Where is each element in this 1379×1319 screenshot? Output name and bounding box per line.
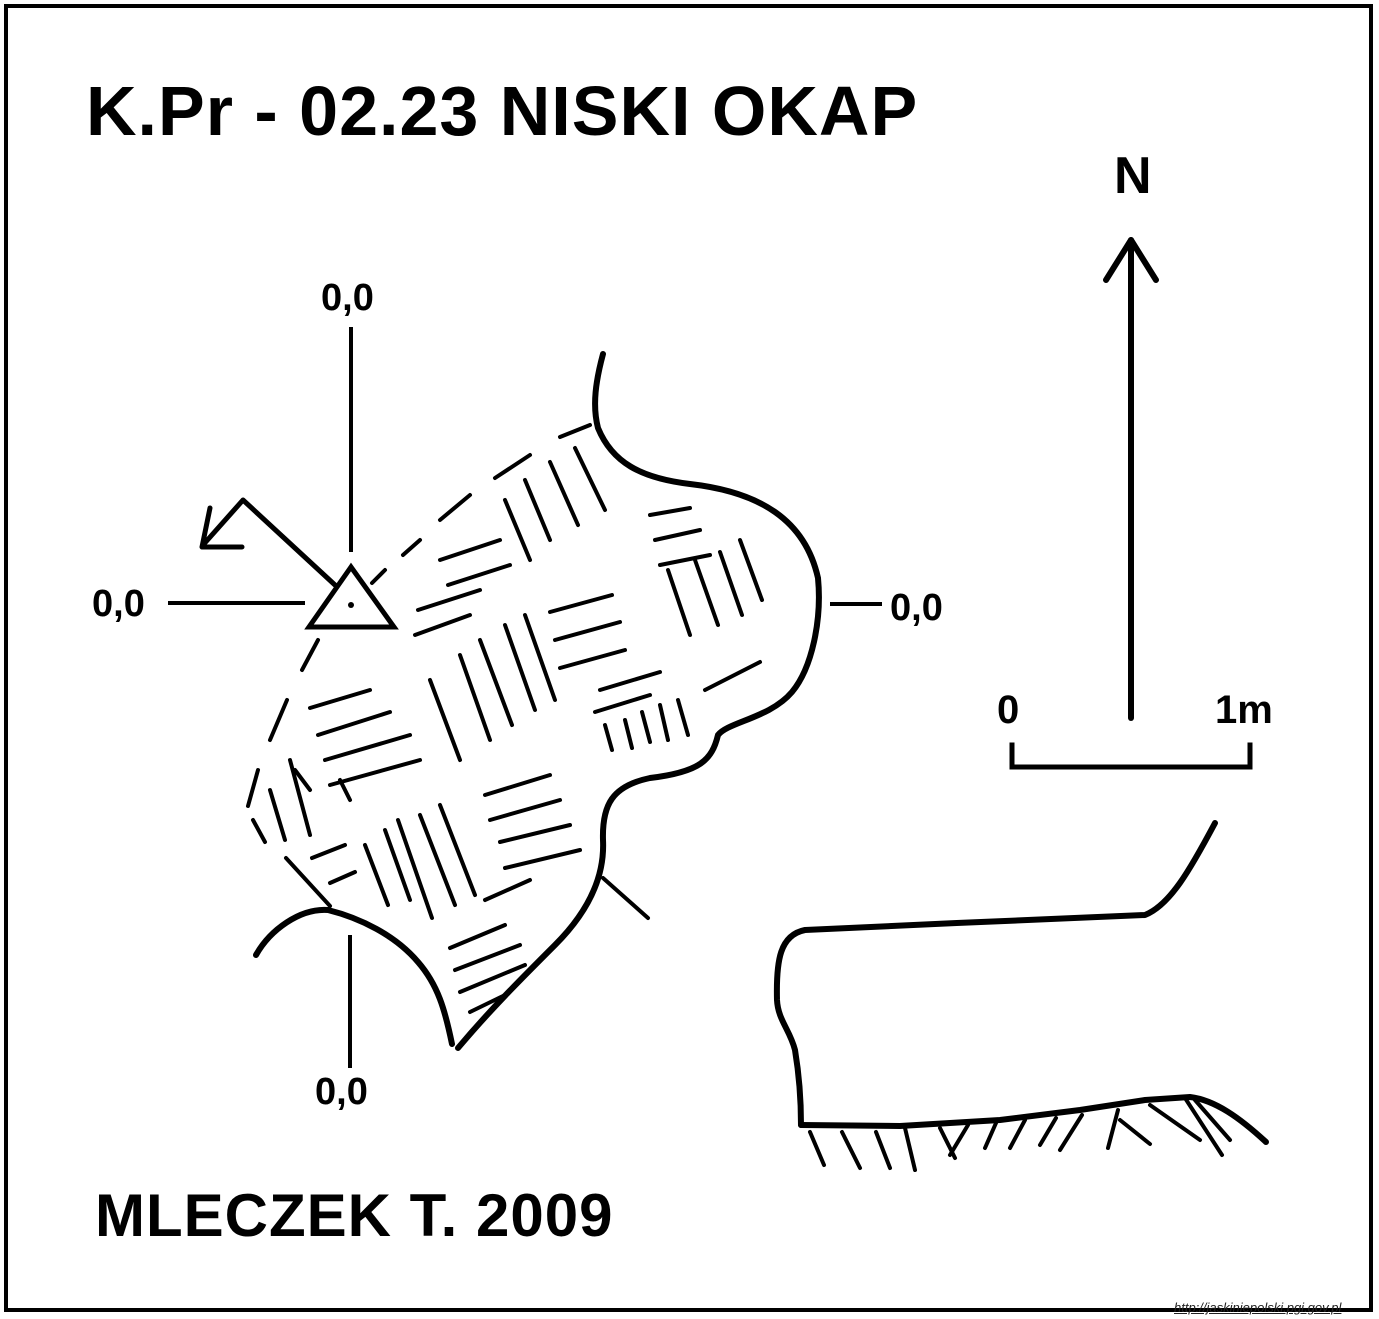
source-link[interactable]: http://jaskiniepolski.pgi.gov.pl bbox=[1174, 1300, 1342, 1315]
point-value-right: 0,0 bbox=[890, 587, 943, 629]
floor-hatching bbox=[268, 446, 764, 1014]
cross-section-profile bbox=[773, 820, 1269, 1145]
cave-wall-spur-left bbox=[284, 856, 332, 908]
map-border bbox=[4, 4, 1373, 1312]
point-value-bottom: 0,0 bbox=[315, 1071, 368, 1113]
cave-wall-south-west bbox=[253, 906, 455, 1047]
north-arrow-icon bbox=[1103, 237, 1159, 721]
scale-start-label: 0 bbox=[997, 688, 1020, 732]
scale-bar bbox=[1009, 742, 1253, 770]
survey-station-triangle-icon bbox=[304, 562, 399, 630]
north-label: N bbox=[1114, 147, 1152, 205]
cave-wall-spur bbox=[601, 876, 650, 920]
direction-arrow-icon bbox=[199, 497, 338, 588]
cave-wall-north-east bbox=[455, 351, 822, 1051]
point-value-top: 0,0 bbox=[321, 277, 374, 319]
author-credit: MLECZEK T. 2009 bbox=[95, 1182, 614, 1249]
map-title: K.Pr - 02.23 NISKI OKAP bbox=[86, 72, 919, 150]
scale-end-label: 1m bbox=[1215, 688, 1273, 732]
point-value-left: 0,0 bbox=[92, 583, 145, 625]
cross-section-floor-hatching bbox=[808, 1096, 1232, 1172]
drip-line-dashed bbox=[246, 423, 592, 844]
